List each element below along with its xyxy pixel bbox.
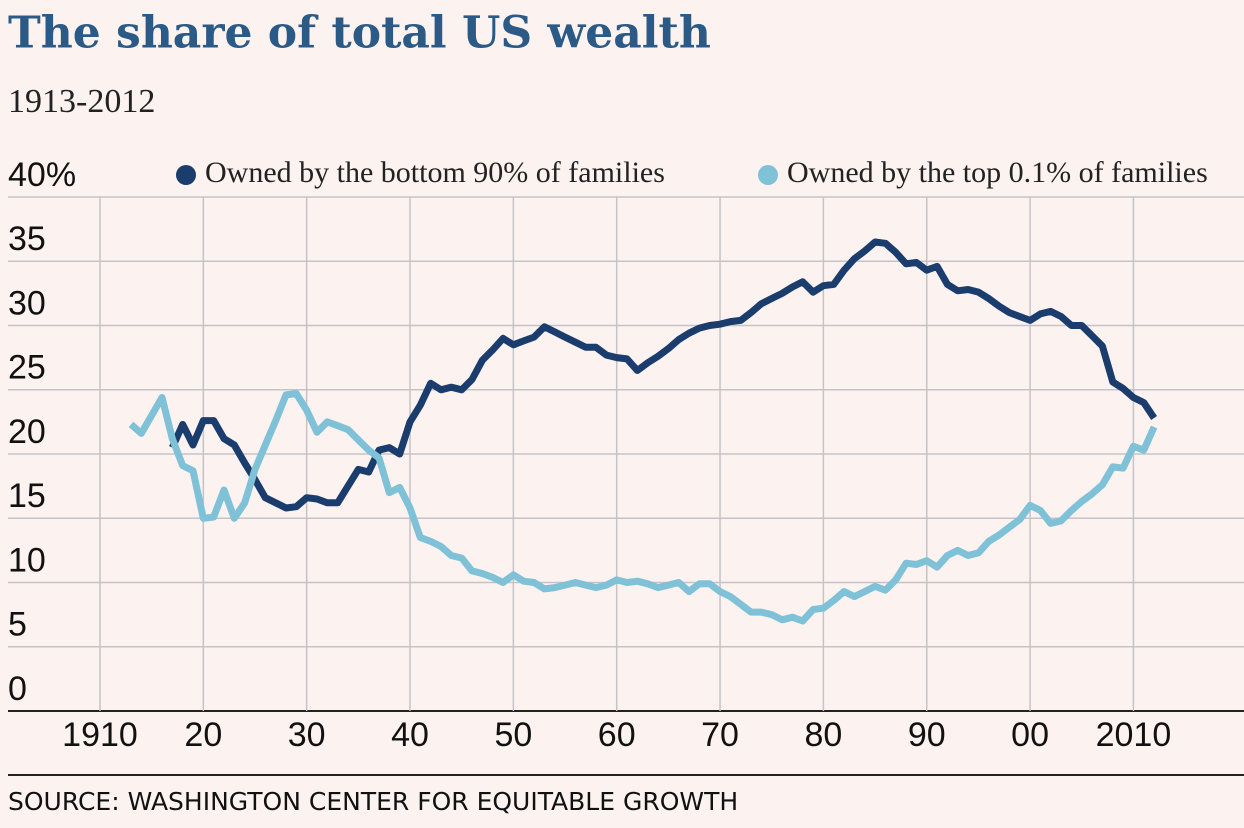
y-tick-label: 25	[8, 349, 46, 387]
x-tick-label: 40	[391, 716, 429, 754]
x-tick-label: 70	[701, 716, 739, 754]
x-tick-label: 30	[288, 716, 326, 754]
y-tick-label: 20	[8, 413, 46, 451]
x-tick-label: 90	[908, 716, 946, 754]
y-tick-label: 0	[8, 670, 27, 708]
x-tick-label: 20	[184, 716, 222, 754]
x-tick-label: 00	[1011, 716, 1049, 754]
x-tick-label: 80	[804, 716, 842, 754]
x-tick-label: 50	[494, 716, 532, 754]
chart-title: The share of total US wealth	[8, 8, 711, 59]
source: SOURCE: WASHINGTON CENTER FOR EQUITABLE …	[8, 787, 738, 816]
legend-label: Owned by the top 0.1% of families	[787, 156, 1208, 189]
legend-swatch	[176, 165, 196, 185]
y-tick-label: 5	[8, 606, 27, 644]
x-tick-label: 1910	[62, 716, 138, 754]
y-tick-label: 35	[8, 220, 46, 258]
legend-swatch	[758, 165, 778, 185]
data-line	[169, 238, 1158, 512]
legend-label: Owned by the bottom 90% of families	[205, 156, 665, 189]
y-tick-label: 15	[8, 477, 46, 515]
y-tick-label: 30	[8, 284, 46, 322]
chart-subtitle: 1913-2012	[8, 83, 155, 120]
y-tick-label: 40%	[8, 156, 76, 194]
x-tick-label: 2010	[1096, 716, 1172, 754]
data-line	[128, 390, 1158, 625]
x-tick-label: 60	[598, 716, 636, 754]
y-tick-label: 10	[8, 541, 46, 579]
